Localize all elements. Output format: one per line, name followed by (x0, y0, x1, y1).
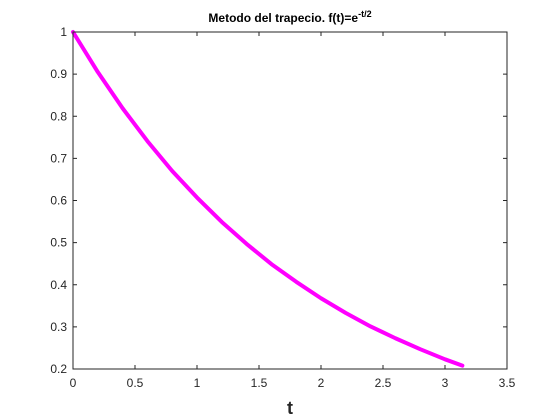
x-axis-label: t (287, 398, 293, 418)
x-tick-label: 2 (318, 376, 325, 390)
x-tick-label: 2.5 (375, 376, 392, 390)
y-tick-label: 0.7 (50, 151, 67, 165)
x-tick-label: 0 (70, 376, 77, 390)
plot-area (73, 32, 507, 369)
series-layer (71, 30, 465, 368)
x-tick-label: 3 (442, 376, 449, 390)
series-line (71, 30, 465, 368)
x-tick-label: 1.5 (251, 376, 268, 390)
y-tick-label: 0.8 (50, 109, 67, 123)
chart-title-exponent: -t/2 (358, 9, 372, 19)
y-tick-label: 0.4 (50, 278, 67, 292)
x-tick-label: 3.5 (499, 376, 516, 390)
y-tick-label: 0.3 (50, 320, 67, 334)
x-tick-label: 1 (194, 376, 201, 390)
y-tick-label: 0.9 (50, 67, 67, 81)
chart-title-base: Metodo del trapecio. f(t)=e (208, 11, 358, 25)
x-tick-label: 0.5 (127, 376, 144, 390)
y-tick-label: 1 (60, 25, 67, 39)
y-tick-label: 0.5 (50, 236, 67, 250)
y-axis-ticks: 0.2 0.3 0.4 0.5 0.6 0.7 0.8 0.9 1 (50, 25, 507, 376)
x-axis-ticks: 0 0.5 1 1.5 2 2.5 3 3.5 (70, 32, 516, 390)
y-tick-label: 0.2 (50, 362, 67, 376)
y-tick-label: 0.6 (50, 194, 67, 208)
chart-title: Metodo del trapecio. f(t)=e-t/2 (208, 9, 371, 25)
